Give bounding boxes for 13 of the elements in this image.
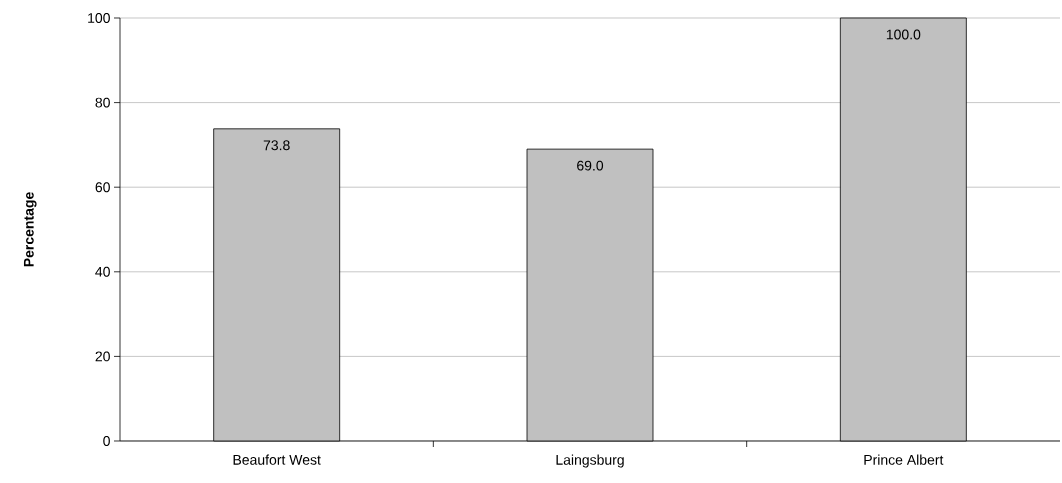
y-axis-title: Percentage	[23, 192, 37, 267]
y-tick-label: 0	[103, 436, 110, 446]
data-label: 69.0	[577, 160, 604, 171]
y-tick-label: 100	[88, 13, 110, 23]
x-tick-label: Beaufort West	[233, 454, 321, 465]
data-label: 100.0	[886, 29, 921, 40]
y-tick-label: 60	[95, 182, 110, 193]
x-tick-label: Prince Albert	[864, 454, 944, 465]
x-tick-label: Laingsburg	[556, 454, 624, 468]
data-label: 73.8	[263, 140, 290, 151]
y-tick-label: 40	[95, 266, 110, 277]
y-tick-label: 80	[95, 97, 110, 108]
y-tick-label: 20	[95, 351, 110, 362]
